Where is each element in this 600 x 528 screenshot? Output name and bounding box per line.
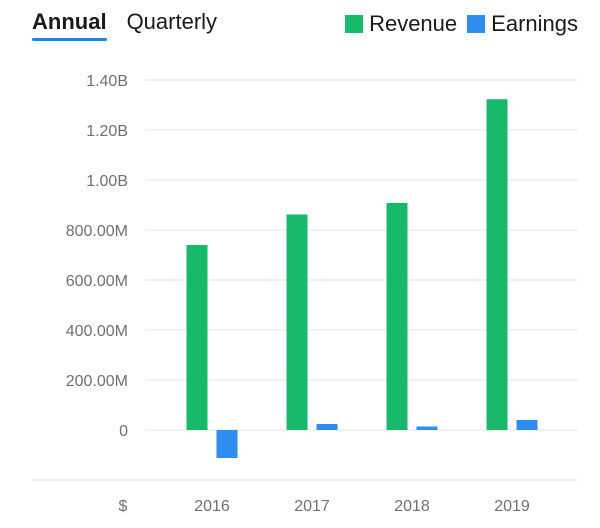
tab-annual[interactable]: Annual	[32, 8, 107, 41]
legend-item-revenue: Revenue	[345, 10, 457, 38]
legend-swatch-revenue	[345, 15, 364, 33]
bar-revenue-2016	[186, 245, 208, 430]
y-tick-label-4: 800.00M	[66, 223, 128, 240]
bar-earnings-2016	[216, 430, 238, 458]
y-tick-label-3: 600.00M	[66, 273, 128, 290]
bar-revenue-2018	[386, 203, 408, 430]
bar-earnings-2017	[316, 424, 338, 430]
tab-quarterly[interactable]: Quarterly	[126, 9, 218, 34]
legend-label-earnings: Earnings	[491, 11, 578, 36]
y-tick-label-6: 1.20B	[86, 123, 128, 140]
x-tick-label-2017: 2017	[294, 498, 330, 515]
y-tick-label-2: 400.00M	[66, 323, 128, 340]
x-tick-label-2018: 2018	[394, 498, 430, 515]
y-tick-label-0: 0	[119, 423, 128, 440]
legend-item-earnings: Earnings	[467, 10, 578, 38]
bar-earnings-2019	[516, 420, 538, 430]
bar-earnings-2018	[416, 426, 438, 430]
legend-swatch-earnings	[467, 15, 486, 33]
bar-revenue-2019	[486, 99, 508, 430]
chart-legend: Revenue Earnings	[335, 10, 578, 38]
x-tick-label-2019: 2019	[494, 498, 530, 515]
y-tick-label-7: 1.40B	[86, 73, 128, 90]
currency-label: $	[119, 498, 128, 515]
period-tabs: Annual Quarterly	[32, 8, 237, 42]
legend-label-revenue: Revenue	[369, 11, 458, 36]
y-tick-label-5: 1.00B	[86, 173, 128, 190]
x-tick-label-2016: 2016	[194, 498, 230, 515]
y-tick-label-1: 200.00M	[66, 373, 128, 390]
bar-revenue-2017	[286, 214, 308, 430]
